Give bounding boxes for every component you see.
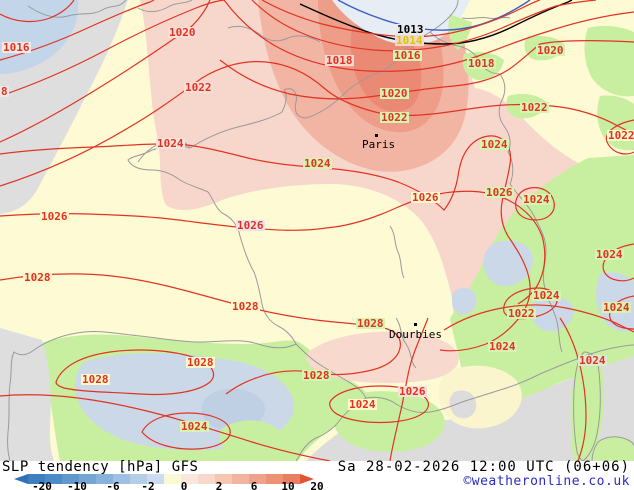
- legend-segment: [96, 474, 113, 484]
- contour-label: 1020: [380, 87, 409, 100]
- legend-units: [hPa]: [118, 459, 163, 475]
- scale-ticks: -20 -10 -6 -2 0 2 6 10 20: [14, 480, 324, 490]
- legend-segment: [130, 474, 147, 484]
- contour-label: 1016: [2, 41, 31, 54]
- contour-label: 8: [0, 85, 9, 98]
- legend-tick: 0: [180, 480, 188, 490]
- contour-label: 1028: [356, 317, 385, 330]
- legend-segment: [113, 474, 130, 484]
- coastlines: [7, 0, 634, 461]
- contour-label: 1014: [395, 34, 424, 47]
- legend-title-line: SLP tendency [hPa] GFS: [2, 459, 199, 475]
- legend-segment: [164, 474, 181, 484]
- legend-title: SLP tendency: [2, 459, 110, 475]
- contour-label: 1016: [393, 49, 422, 62]
- contour-label: 1026: [40, 210, 69, 223]
- legend-segment: [283, 474, 300, 484]
- contour-label: 1024: [602, 301, 631, 314]
- color-scale: [14, 474, 314, 484]
- legend-segment: [147, 474, 164, 484]
- contour-label: 1022: [507, 307, 536, 320]
- contour-label: 1028: [302, 369, 331, 382]
- contour-label: 1024: [180, 420, 209, 433]
- legend-tick: -2: [141, 480, 155, 490]
- legend-tick: -10: [67, 480, 87, 490]
- legend-segment: [232, 474, 249, 484]
- contour-label: 1026: [398, 385, 427, 398]
- city-dot: [414, 323, 417, 326]
- legend-segment: [266, 474, 283, 484]
- legend-segment: [249, 474, 266, 484]
- contour-label: 1020: [536, 44, 565, 57]
- contour-label: 1024: [488, 340, 517, 353]
- contour-label: 1013: [396, 23, 425, 36]
- legend-segment: [181, 474, 198, 484]
- legend-tick: 2: [215, 480, 223, 490]
- contour-label: 1024: [532, 289, 561, 302]
- contour-label: 1022: [607, 129, 634, 142]
- legend-segment: [62, 474, 79, 484]
- special-isolines: [299, 0, 573, 45]
- contour-label: 1026: [236, 219, 265, 232]
- black-isoline-1013: [299, 0, 573, 45]
- legend-segment: [198, 474, 215, 484]
- legend-tick: 6: [250, 480, 258, 490]
- legend-segment: [215, 474, 232, 484]
- legend-bar: SLP tendency [hPa] GFS -20 -10 -6 -2 0 2 6 10 20…: [0, 459, 634, 490]
- contour-label: 1022: [184, 81, 213, 94]
- city-label: Paris: [362, 138, 396, 151]
- contour-label: 1024: [156, 137, 185, 150]
- legend-segment: [79, 474, 96, 484]
- scale-right-arrow: [300, 474, 314, 484]
- map-graphic: [0, 0, 634, 461]
- contour-label: 1018: [467, 57, 496, 70]
- legend-segment: [28, 474, 45, 484]
- contour-label: 1018: [325, 54, 354, 67]
- legend-model: GFS: [171, 459, 199, 475]
- contour-label: 1028: [186, 356, 215, 369]
- contour-label: 1026: [411, 191, 440, 204]
- legend-segment: [45, 474, 62, 484]
- map-canvas: 1016 8 1020 1022 1024 1018 1013 1014 1016 1018 102…: [0, 0, 634, 461]
- contour-label: 1026: [485, 186, 514, 199]
- legend-tick: 10: [281, 480, 295, 490]
- contour-label: 1024: [522, 193, 551, 206]
- contour-label: 1024: [595, 248, 624, 261]
- legend-tick: -6: [106, 480, 120, 490]
- legend-tick: 20: [310, 480, 324, 490]
- scale-segments: [28, 474, 300, 484]
- legend-tick: -20: [32, 480, 52, 490]
- city-label: Dourbies: [389, 328, 442, 341]
- contour-label: 1024: [578, 354, 607, 367]
- contour-label: 1024: [348, 398, 377, 411]
- contour-label: 1024: [303, 157, 332, 170]
- copyright-notice: ©weatheronline.co.uk: [463, 474, 630, 489]
- contour-label: 1028: [231, 300, 260, 313]
- contour-label: 1028: [81, 373, 110, 386]
- contour-label: 1022: [520, 101, 549, 114]
- contour-label: 1020: [168, 26, 197, 39]
- contour-label: 1024: [480, 138, 509, 151]
- contour-label: 1022: [380, 111, 409, 124]
- contour-label: 1028: [23, 271, 52, 284]
- city-dot: [375, 134, 378, 137]
- scale-left-arrow: [14, 474, 28, 484]
- blue-isoline: [337, 0, 531, 31]
- forecast-datetime: Sa 28-02-2026 12:00 UTC (06+06): [337, 459, 630, 475]
